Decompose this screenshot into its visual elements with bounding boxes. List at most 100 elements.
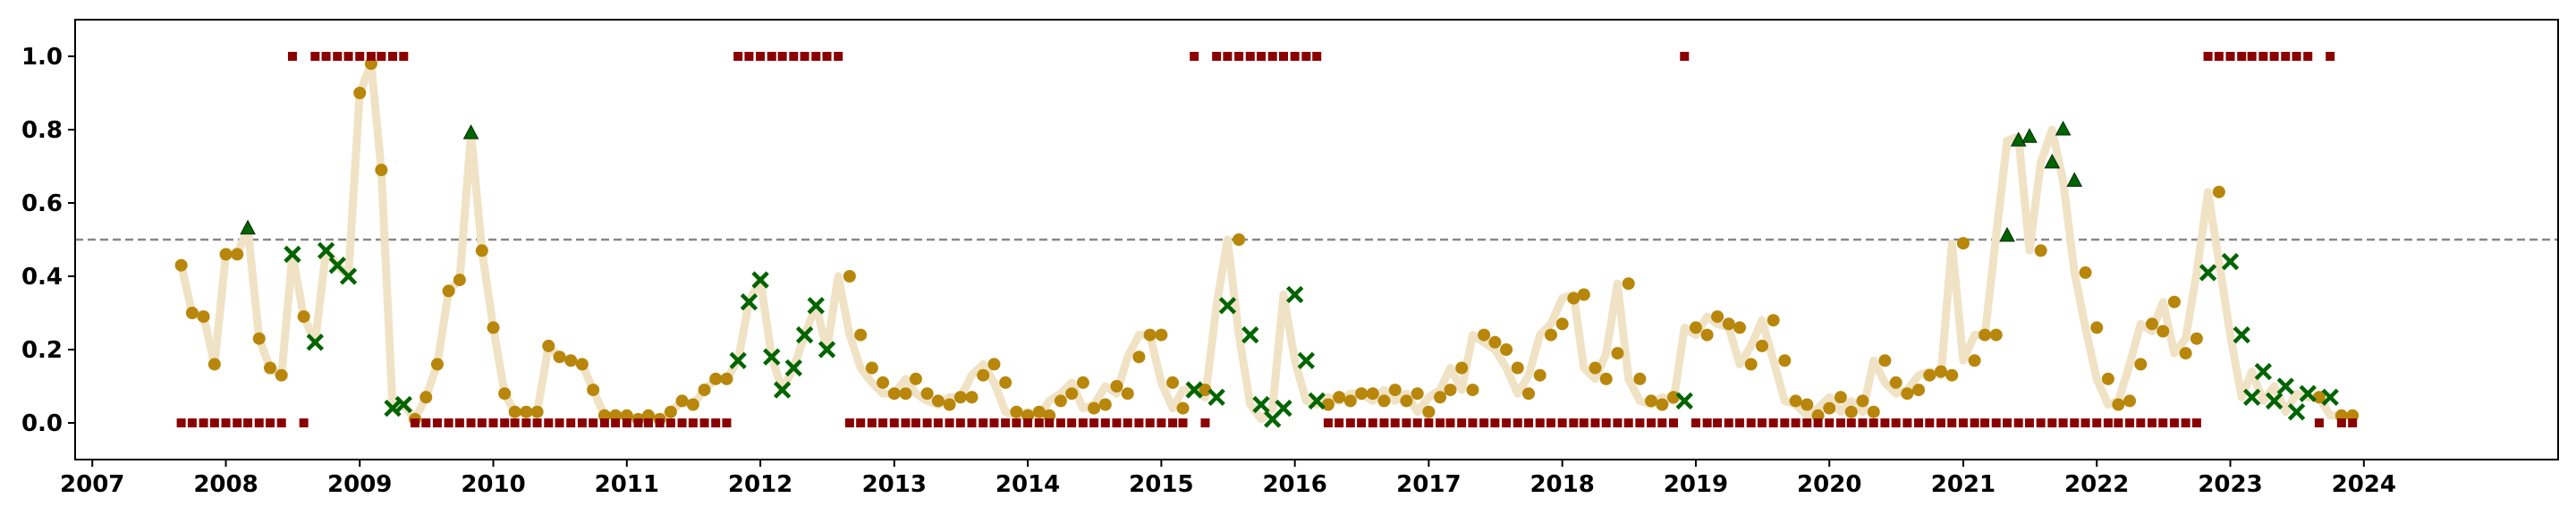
square-marker [1768,418,1778,427]
square-marker [2269,52,2279,61]
square-marker [1858,418,1868,427]
square-marker [2013,418,2023,427]
circle-marker [1711,310,1724,324]
circle-marker [965,391,979,404]
square-marker [1647,418,1657,427]
circle-marker [1968,354,1981,367]
square-marker [599,418,609,427]
square-marker [1178,418,1188,427]
circle-marker [275,368,288,382]
circle-marker [1343,394,1357,408]
circle-marker [219,248,233,261]
square-marker [2070,418,2080,427]
circle-marker [575,358,589,371]
circle-marker [520,405,533,418]
cross-marker [2233,325,2250,344]
square-marker [1278,52,1288,61]
x-tick-label: 2008 [193,471,258,498]
cross-marker [784,359,802,377]
x-tick-label: 2014 [996,471,1060,498]
circle-marker [1934,365,1947,378]
circle-marker [943,398,956,411]
cross-marker [2199,264,2217,282]
square-marker [622,418,631,427]
circle-marker [1199,384,1212,397]
square-marker [2092,418,2102,427]
square-marker [1569,418,1579,427]
circle-marker [1622,277,1635,291]
circle-marker [1166,376,1180,389]
square-marker [2036,418,2046,427]
cross-marker [1675,392,1693,410]
square-marker [1524,418,1534,427]
circle-marker [564,354,578,367]
square-marker [1357,418,1367,427]
circle-marker [1155,328,1168,342]
circle-marker [2034,244,2047,258]
square-marker [287,52,297,61]
circle-marker [1956,237,1970,250]
circle-marker [709,372,723,385]
square-marker [2169,418,2179,427]
square-marker [967,418,977,427]
square-marker [1868,418,1878,427]
circle-marker [2157,325,2170,338]
circle-marker [920,387,934,401]
square-marker [500,418,510,427]
square-marker [1613,418,1623,427]
circle-marker [1823,401,1836,415]
cross-marker [1218,297,1237,315]
square-marker [1479,418,1489,427]
square-marker [1846,418,1856,427]
cross-marker [1185,381,1203,399]
square-marker [1902,418,1912,427]
cross-marker [1275,399,1292,418]
square-marker [979,418,988,427]
circle-marker [1143,328,1157,342]
square-marker [1390,418,1400,427]
cross-marker [740,293,758,311]
square-marker [611,418,621,427]
square-marker [1100,418,1110,427]
circle-marker [542,339,555,352]
square-marker [1690,418,1700,427]
circle-marker [453,274,466,287]
x-tick-label: 2007 [60,471,124,498]
x-tick-label: 2021 [1931,471,1996,498]
y-tick-label: 0.2 [21,337,63,364]
circle-marker [1901,387,1914,401]
circle-marker [909,372,922,385]
circle-marker [297,310,310,324]
cross-marker [2254,362,2273,381]
circle-marker [899,387,912,401]
triangle-marker [1999,226,2015,242]
cross-marker [751,271,769,289]
circle-marker [1878,354,1892,367]
square-marker [1746,418,1756,427]
circle-marker [1388,384,1402,397]
circle-marker [1466,384,1479,397]
square-marker [333,52,343,61]
square-marker [1635,418,1645,427]
plot-frame [74,19,2559,460]
circle-marker [1722,317,1735,331]
cross-marker [2287,403,2306,421]
cross-marker [1241,325,1259,344]
circle-marker [419,391,433,404]
circle-marker [1744,358,1758,371]
circle-marker [1488,335,1502,349]
square-marker [878,418,888,427]
circle-marker [977,368,990,382]
square-marker [477,418,487,427]
circle-marker [1912,384,1926,397]
cross-marker [384,399,402,418]
circle-marker [1333,391,1346,404]
circle-marker [208,358,221,371]
circle-marker [1088,401,1101,415]
circle-marker [987,358,1001,371]
square-marker [1012,418,1021,427]
cross-marker [2242,388,2261,406]
square-marker [989,418,999,427]
square-marker [421,418,431,427]
circle-marker [1589,361,1602,375]
